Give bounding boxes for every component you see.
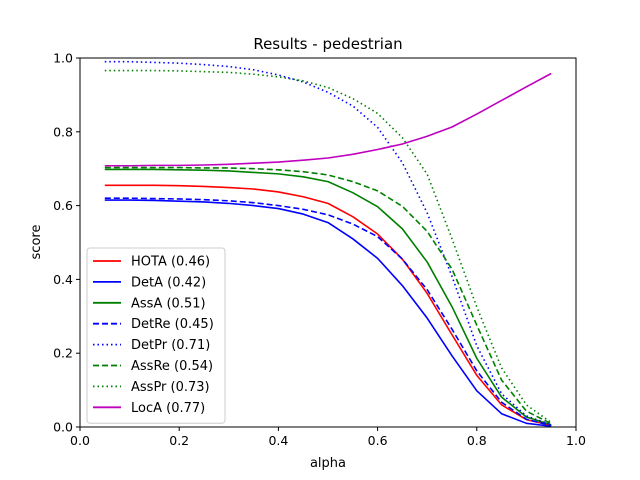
series-line-5 xyxy=(104,166,552,425)
legend-box xyxy=(86,247,226,424)
plot-frame xyxy=(79,57,577,428)
legend-entry: DetA (0.42) xyxy=(131,275,206,290)
x-tick-label: 0.0 xyxy=(70,433,90,448)
y-tick-label: 0.0 xyxy=(53,420,73,435)
y-tick-label: 0.2 xyxy=(53,346,73,361)
legend-entry: DetPr (0.71) xyxy=(131,338,210,353)
series-line-1 xyxy=(104,199,552,428)
plot-area xyxy=(104,60,552,428)
legend-entry: DetRe (0.45) xyxy=(131,317,214,332)
legend-entry: AssPr (0.73) xyxy=(131,380,210,395)
x-tick-label: 0.6 xyxy=(368,433,388,448)
y-tick-label: 1.0 xyxy=(53,51,73,66)
x-tick-label: 1.0 xyxy=(566,433,586,448)
axis-ticks: 0.0 0.2 0.4 0.6 0.8 1.0 0.0 0.2 0.4 0.6 0.8 1.0 xyxy=(53,51,586,449)
legend-entry: HOTA (0.46) xyxy=(131,255,210,270)
y-tick-label: 0.8 xyxy=(53,124,73,139)
x-axis-label: alpha xyxy=(310,456,346,471)
series-line-2 xyxy=(104,168,552,426)
series-line-7 xyxy=(104,72,552,167)
legend-entry: LocA (0.77) xyxy=(131,401,205,416)
chart-title: Results - pedestrian xyxy=(253,35,402,53)
y-axis-label: score xyxy=(29,225,44,260)
x-tick-label: 0.4 xyxy=(268,433,288,448)
y-tick-label: 0.4 xyxy=(53,272,73,287)
legend-entry: AssRe (0.54) xyxy=(131,359,213,374)
x-tick-label: 0.8 xyxy=(467,433,487,448)
x-tick-label: 0.2 xyxy=(169,433,189,448)
y-tick-label: 0.6 xyxy=(53,198,73,213)
series-line-0 xyxy=(104,184,552,427)
legend: HOTA (0.46) DetA (0.42) AssA (0.51) DetRe (… xyxy=(86,247,226,424)
series-line-3 xyxy=(104,197,552,427)
legend-entry: AssA (0.51) xyxy=(131,296,206,311)
